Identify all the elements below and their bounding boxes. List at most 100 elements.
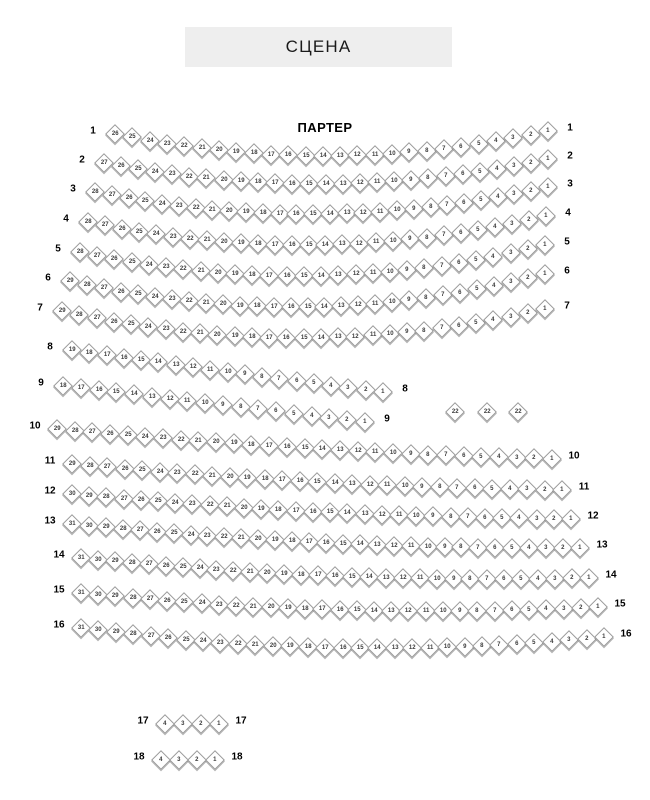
seat[interactable]: 9 [400, 229, 421, 250]
seat[interactable]: 23 [161, 289, 182, 310]
seat[interactable]: 16 [276, 437, 297, 457]
seat[interactable]: 23 [167, 463, 187, 483]
seat[interactable]: 9 [399, 142, 420, 163]
seat[interactable]: 27 [94, 278, 114, 299]
seat[interactable]: 27 [129, 520, 150, 541]
seat[interactable]: 4 [151, 750, 171, 770]
seat[interactable]: 27 [101, 185, 122, 206]
seat[interactable]: 5 [469, 161, 490, 182]
seat[interactable]: 27 [86, 308, 107, 329]
seat[interactable]: 18 [268, 499, 289, 520]
seat[interactable]: 5 [466, 313, 486, 333]
seat[interactable]: 23 [162, 226, 183, 247]
seat[interactable]: 27 [95, 215, 115, 236]
seat[interactable]: 5 [284, 403, 304, 424]
seat[interactable]: 29 [52, 301, 72, 321]
seat[interactable]: 8 [418, 168, 439, 189]
seat[interactable]: 11 [366, 232, 387, 253]
seat[interactable]: 13 [141, 386, 162, 407]
seat[interactable]: 6 [266, 401, 287, 422]
seat[interactable]: 21 [202, 465, 222, 486]
seat[interactable]: 4 [541, 631, 562, 652]
seat[interactable]: 29 [60, 271, 80, 291]
seat[interactable]: 28 [96, 487, 117, 508]
seat[interactable]: 12 [345, 326, 366, 347]
seat[interactable]: 22 [173, 259, 194, 280]
seat[interactable]: 2 [521, 180, 542, 201]
seat[interactable]: 10 [380, 261, 400, 282]
seat[interactable]: 1 [535, 235, 555, 255]
seat[interactable]: 24 [145, 162, 166, 182]
seat[interactable]: 1 [561, 509, 581, 529]
seat[interactable]: 4 [486, 158, 507, 179]
seat[interactable]: 27 [97, 457, 117, 478]
seat[interactable]: 5 [467, 279, 488, 300]
seat[interactable]: 21 [245, 634, 266, 655]
seat[interactable]: 10 [379, 324, 400, 344]
seat[interactable]: 1 [536, 206, 556, 226]
seat[interactable]: 31 [71, 548, 91, 568]
seat[interactable]: 14 [124, 384, 144, 405]
seat[interactable]: 24 [145, 224, 166, 245]
seat[interactable]: 29 [104, 551, 125, 572]
seat[interactable]: 26 [118, 188, 139, 209]
seat[interactable]: 9 [454, 636, 475, 657]
seat[interactable]: 9 [401, 169, 422, 190]
seat[interactable]: 10 [217, 362, 238, 382]
seat[interactable]: 22 [174, 136, 195, 157]
seat[interactable]: 26 [100, 423, 120, 444]
seat[interactable]: 26 [112, 218, 132, 239]
seat[interactable]: 8 [414, 258, 435, 278]
seat[interactable]: 11 [370, 201, 391, 222]
seat[interactable]: 12 [349, 233, 370, 254]
seat[interactable]: 2 [519, 210, 539, 230]
seat[interactable]: 1 [535, 264, 555, 284]
seat[interactable]: 2 [337, 409, 358, 430]
seat[interactable]: 11 [365, 293, 386, 314]
seat[interactable]: 25 [121, 252, 142, 272]
seat[interactable]: 5 [468, 220, 489, 240]
seat[interactable]: 28 [78, 212, 98, 232]
seat[interactable]: 28 [69, 304, 90, 325]
seat[interactable]: 22 [178, 291, 199, 312]
seat[interactable]: 6 [452, 164, 473, 184]
seat[interactable]: 24 [135, 426, 156, 447]
seat[interactable]: 4 [321, 375, 342, 396]
seat[interactable]: 5 [466, 250, 487, 270]
seat[interactable]: 30 [62, 484, 82, 504]
seat[interactable]: 13 [165, 354, 186, 375]
seat[interactable]: 13 [328, 265, 349, 286]
seat[interactable]: 2 [570, 597, 591, 618]
seat[interactable]: 25 [117, 425, 138, 446]
seat[interactable]: 11 [177, 390, 198, 411]
seat[interactable]: 18 [243, 143, 264, 164]
seat[interactable]: 9 [397, 322, 417, 343]
seat[interactable]: 23 [153, 428, 173, 449]
seat[interactable]: 8 [230, 397, 251, 418]
seat[interactable]: 10 [383, 231, 404, 252]
seat[interactable]: 7 [489, 635, 510, 656]
seat[interactable]: 3 [169, 750, 189, 770]
seat[interactable]: 10 [382, 442, 403, 463]
seat[interactable]: 27 [94, 153, 114, 173]
seat[interactable]: 4 [487, 187, 508, 208]
seat[interactable]: 3 [504, 184, 525, 204]
seat[interactable]: 2 [517, 239, 538, 260]
seat[interactable]: 6 [451, 222, 472, 243]
seat[interactable]: 18 [53, 376, 73, 396]
seat[interactable]: 13 [342, 473, 362, 494]
seat[interactable]: 10 [382, 292, 403, 312]
seat[interactable]: 17 [70, 378, 91, 399]
seat[interactable]: 2 [576, 628, 597, 649]
seat[interactable]: 8 [416, 287, 437, 308]
seat[interactable]: 1 [579, 568, 599, 588]
seat[interactable]: 12 [345, 264, 366, 285]
seat[interactable]: 12 [347, 145, 368, 166]
seat[interactable]: 24 [138, 254, 159, 275]
seat[interactable]: 21 [190, 261, 211, 282]
seat[interactable]: 25 [132, 460, 152, 481]
seat[interactable]: 1 [355, 412, 375, 432]
seat[interactable]: 19 [237, 467, 257, 488]
seat[interactable]: 17 [259, 435, 280, 456]
seat[interactable]: 25 [121, 314, 141, 335]
